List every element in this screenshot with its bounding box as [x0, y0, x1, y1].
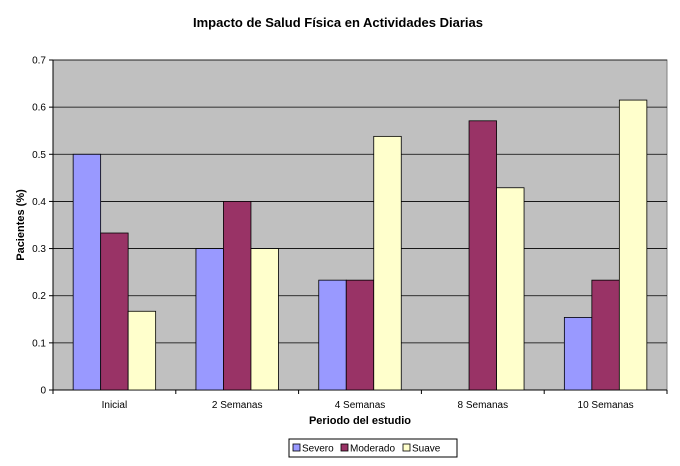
x-tick-label: Inicial	[102, 400, 128, 411]
bar-moderado-5	[591, 279, 620, 391]
x-tick-label: 8 Semanas	[458, 400, 509, 411]
x-axis-label: Periodo del estudio	[309, 415, 411, 427]
bar-suave-4	[496, 187, 525, 391]
bar-severo-2	[195, 248, 224, 391]
bar-severo-1	[72, 153, 102, 391]
bar-severo-5	[563, 316, 593, 391]
y-tick-label: 0	[40, 386, 46, 397]
y-tick-label: 0.6	[32, 103, 46, 114]
chart-title: Impacto de Salud Física en Actividades D…	[193, 15, 483, 30]
bar-moderado-2	[223, 201, 252, 391]
bar-severo-3	[318, 279, 347, 391]
bar-suave-3	[373, 135, 402, 391]
bar-suave-5	[618, 99, 648, 391]
bar-suave-1	[127, 310, 157, 391]
x-tick-label: 2 Semanas	[212, 400, 263, 411]
legend-swatch-suave	[402, 443, 411, 452]
legend-swatch-moderado	[340, 443, 349, 452]
legend: Severo Moderado Suave	[288, 438, 458, 458]
legend-label-suave: Suave	[412, 444, 441, 455]
legend-label-moderado: Moderado	[350, 444, 395, 455]
y-axis-label: Pacientes (%)	[15, 189, 27, 261]
y-tick-label: 0.1	[32, 338, 46, 349]
y-tick-label: 0.4	[32, 197, 46, 208]
bar-suave-2	[250, 248, 279, 391]
legend-swatch-severo	[292, 443, 301, 452]
plot-area: 0 0.1 0.2 0.3 0.4 0.5 0.6 0.7 Inicial 2 Semanas 4 …	[32, 56, 668, 411]
bar-moderado-4	[468, 120, 497, 391]
legend-label-severo: Severo	[302, 444, 334, 455]
x-tick-label: 10 Semanas	[578, 400, 634, 411]
x-tick-label: 4 Semanas	[335, 400, 386, 411]
bar-moderado-3	[345, 279, 375, 391]
y-tick-label: 0.7	[32, 56, 46, 67]
legend-box	[288, 438, 458, 458]
y-tick-label: 0.2	[32, 291, 46, 302]
y-tick-label: 0.5	[32, 150, 46, 161]
bar-moderado-1	[100, 232, 129, 391]
y-tick-label: 0.3	[32, 244, 46, 255]
